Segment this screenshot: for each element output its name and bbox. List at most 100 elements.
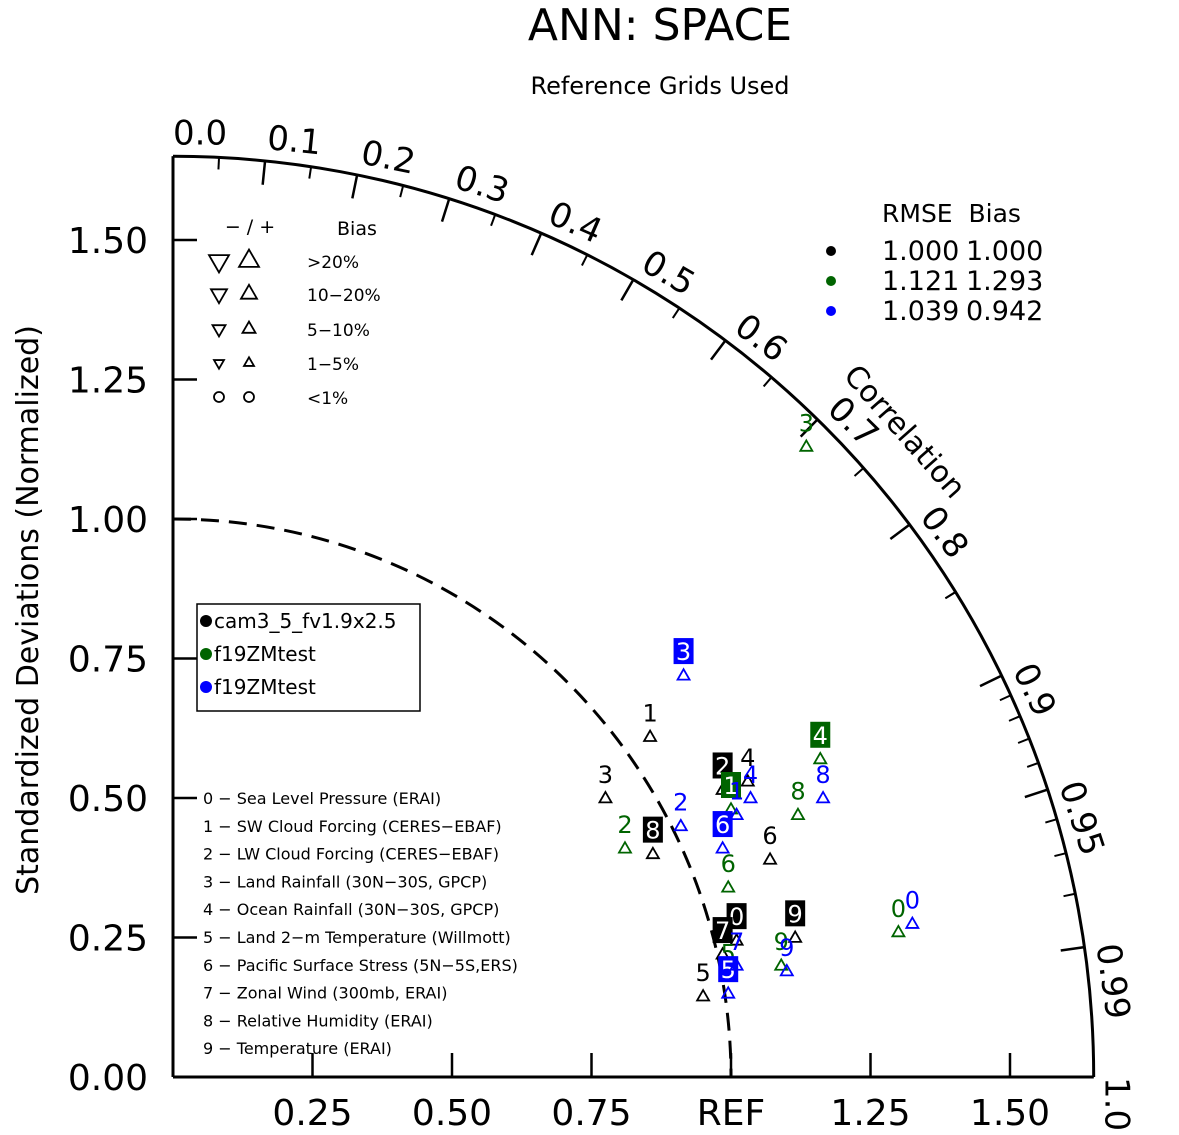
reference-std-arc <box>172 517 733 1078</box>
data-point: 4 <box>810 721 831 765</box>
data-point-marker <box>617 840 633 854</box>
data-point-label: 1 <box>729 778 744 806</box>
data-point: 3 <box>673 638 694 681</box>
variable-legend-item: 4 − Ocean Rainfall (30N−30S, GPCP) <box>203 900 499 919</box>
data-point-label: 8 <box>790 778 805 806</box>
correlation-tick-label: 0.1 <box>265 118 323 163</box>
case-legend: cam3_5_fv1.9x2.5 f19ZMtest f19ZMtest <box>196 603 421 712</box>
data-point: 1 <box>642 699 658 742</box>
bias-up-triangle-icon <box>239 283 259 300</box>
correlation-axis: 0.0 0.1 0.2 0.30.40.50.60.70.80.90.950.991.… <box>171 113 1138 1131</box>
data-point-label: 1 <box>642 699 657 727</box>
data-point: 8 <box>815 761 831 804</box>
data-point: 4 <box>740 744 755 787</box>
correlation-minor-tick <box>1017 737 1030 744</box>
correlation-minor-tick <box>1054 852 1067 858</box>
data-point-label-box <box>712 917 733 944</box>
correlation-arc <box>172 154 1096 1078</box>
data-point-label: 5 <box>721 956 736 984</box>
correlation-tick-label: 0.8 <box>912 499 976 566</box>
data-point: 0 <box>726 903 747 946</box>
bias-value: 0.942 <box>966 296 1043 327</box>
data-point-marker <box>790 806 806 821</box>
correlation-tick-mark <box>710 339 727 361</box>
case-legend-name: f19ZMtest <box>214 675 316 699</box>
data-point-label: 7 <box>715 917 730 945</box>
data-point-label: 6 <box>762 822 777 850</box>
correlation-tick-mark <box>351 174 359 199</box>
correlation-tick-label: 0.9 <box>1004 657 1064 723</box>
correlation-minor-tick <box>490 214 497 227</box>
bias-value: 1.000 <box>966 236 1043 267</box>
correlation-minor-tick <box>308 166 313 179</box>
case-legend-name: cam3_5_fv1.9x2.5 <box>214 609 397 633</box>
variable-legend-item: 6 − Pacific Surface Stress (5N−5S,ERS) <box>203 956 518 975</box>
bias-down-triangle-icon <box>209 288 229 305</box>
data-point-marker <box>787 929 803 943</box>
std-tick-label: 1.50 <box>68 221 148 262</box>
data-point-label: 4 <box>740 744 755 772</box>
data-point-label: 9 <box>779 934 794 962</box>
data-point-label-box <box>785 900 806 927</box>
data-point: 6 <box>762 822 778 865</box>
data-point: 5 <box>718 956 739 999</box>
rmse-legend-dot <box>826 306 836 316</box>
variable-legend-item: 1 − SW Cloud Forcing (CERES−EBAF) <box>203 817 502 836</box>
data-point-label-box <box>642 816 663 843</box>
data-point-marker <box>673 818 689 832</box>
bias-up-triangle-icon <box>242 355 256 367</box>
x-tick-label: 0.50 <box>412 1093 492 1134</box>
bias-circle-icon <box>213 391 225 403</box>
bias-down-triangle-icon <box>207 254 231 275</box>
data-point-label: 0 <box>729 903 744 931</box>
data-point-label: 6 <box>715 811 730 839</box>
data-point-label: 3 <box>598 761 613 789</box>
correlation-tick-mark <box>1024 788 1049 799</box>
correlation-tick-label: 0.0 <box>173 113 227 153</box>
std-tick-label: 0.75 <box>68 640 148 681</box>
correlation-tick-mark <box>440 198 451 222</box>
data-point-marker <box>729 932 745 946</box>
data-point-label: 7 <box>729 928 744 956</box>
chart-title: ANN: SPACE <box>528 0 792 51</box>
bias-up-triangle-icon <box>237 247 261 268</box>
data-point-label: 3 <box>799 409 814 437</box>
data-point: 6 <box>721 850 736 893</box>
x-tick-label: 1.50 <box>970 1093 1050 1134</box>
correlation-tick-mark <box>620 279 635 302</box>
std-tick-label: 1.25 <box>68 361 148 402</box>
std-tick-label: 0.25 <box>68 919 148 960</box>
data-point-marker <box>779 963 795 977</box>
correlation-tick-mark <box>889 523 911 540</box>
data-point: 0 <box>891 895 906 938</box>
data-point-marker <box>597 790 614 804</box>
plot-axes <box>171 154 1096 1079</box>
correlation-tick-label: 0.95 <box>1051 776 1113 860</box>
correlation-minor-tick <box>1008 715 1021 722</box>
data-point: 3 <box>597 761 614 804</box>
data-point-label: 5 <box>695 959 710 987</box>
data-point-marker <box>729 957 745 971</box>
y-axis-label: Standardized Deviations (Normalized) <box>11 325 46 895</box>
rmse-legend-dot <box>826 246 836 256</box>
bias-legend-range-label: 5−10% <box>307 321 370 341</box>
correlation-tick-mark <box>1060 945 1085 952</box>
std-tick-label: 0.50 <box>68 779 148 820</box>
bias-value: 1.293 <box>966 266 1043 297</box>
data-point-label-box <box>712 811 733 838</box>
correlation-tick-label: 0.99 <box>1087 941 1137 1022</box>
case-legend-box <box>196 603 421 712</box>
data-point-label: 0 <box>891 895 906 923</box>
data-point: 8 <box>790 778 806 821</box>
data-point-label: 0 <box>905 886 920 914</box>
std-tick-label: 0.00 <box>68 1058 148 1099</box>
variable-legend-item: 7 − Zonal Wind (300mb, ERAI) <box>203 984 447 1003</box>
data-point-label: 4 <box>743 761 758 789</box>
data-point-label-box <box>721 772 741 798</box>
data-point-marker <box>642 728 658 742</box>
data-point-label: 2 <box>617 811 632 839</box>
data-point-label: 1 <box>723 772 738 800</box>
